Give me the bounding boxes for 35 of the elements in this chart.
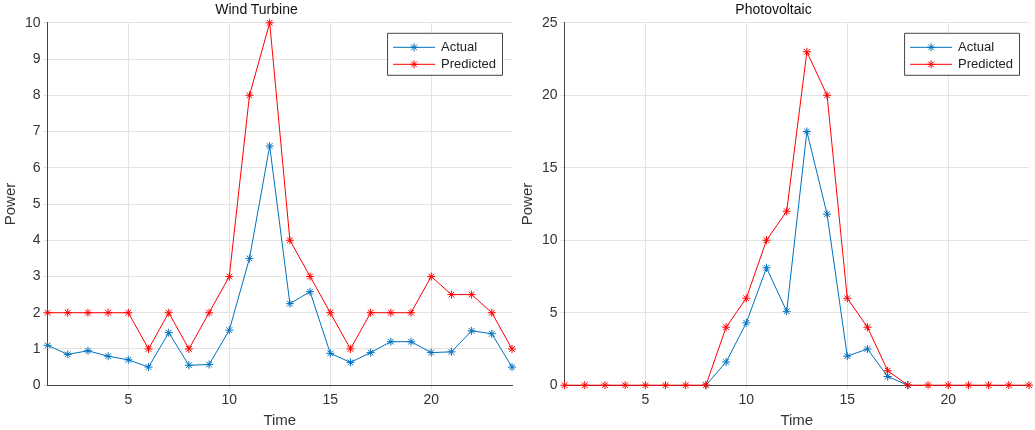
- x-tick-label: 20: [940, 391, 957, 408]
- y-tick-label: 0: [549, 376, 558, 393]
- y-tick-label: 15: [541, 158, 558, 175]
- x-tick-label: 15: [322, 391, 339, 408]
- y-tick-label: 4: [32, 231, 41, 248]
- x-tick-label: 20: [423, 391, 440, 408]
- x-tick-label: 5: [641, 391, 650, 408]
- legend-label: Actual: [441, 38, 478, 54]
- x-axis-title: Time: [780, 411, 814, 429]
- y-tick-label: 25: [541, 13, 558, 30]
- legend-label: Predicted: [958, 55, 1013, 71]
- y-tick-label: 9: [32, 49, 41, 66]
- y-tick-label: 8: [32, 86, 41, 103]
- chart-title: Wind Turbine: [215, 1, 298, 18]
- y-tick-label: 5: [549, 303, 558, 320]
- legend-label: Predicted: [441, 55, 496, 71]
- x-axis-title: Time: [263, 411, 297, 429]
- y-tick-label: 5: [32, 194, 41, 211]
- y-tick-label: 6: [32, 158, 41, 175]
- x-tick-label: 10: [738, 391, 755, 408]
- y-axis-title: Power: [518, 182, 536, 226]
- x-tick-label: 5: [124, 391, 133, 408]
- y-tick-label: 2: [32, 303, 41, 320]
- legend-label: Actual: [958, 38, 995, 54]
- chart-title: Photovoltaic: [735, 1, 812, 18]
- y-tick-label: 10: [24, 13, 41, 30]
- y-tick-label: 7: [32, 122, 41, 139]
- y-tick-label: 10: [541, 231, 558, 248]
- y-tick-label: 3: [32, 267, 41, 284]
- y-tick-label: 0: [32, 376, 41, 393]
- y-tick-label: 1: [32, 339, 41, 356]
- y-axis-title: Power: [1, 182, 19, 226]
- y-tick-label: 20: [541, 86, 558, 103]
- x-tick-label: 15: [839, 391, 856, 408]
- x-tick-label: 10: [221, 391, 238, 408]
